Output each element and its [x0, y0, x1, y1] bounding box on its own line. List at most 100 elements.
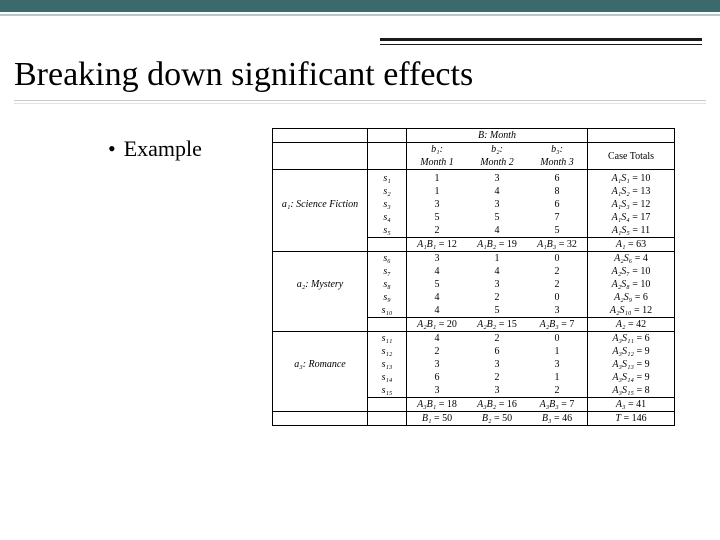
v: 0: [527, 252, 588, 266]
v: 4: [407, 265, 468, 278]
s14: s₁₄: [368, 371, 407, 384]
v: 6: [527, 172, 588, 185]
v: 1: [407, 172, 468, 185]
a1-label: a₁: Science Fiction: [273, 172, 368, 238]
cell-sum: A₁B₂ = 19: [467, 238, 527, 252]
v: 0: [527, 291, 588, 304]
data-table: B: Month b₁: b₂: b₃: Case Totals Month 1…: [272, 128, 675, 426]
v: 3: [407, 252, 468, 266]
row-total: A₂S₆ = 4: [588, 252, 675, 266]
cell-sum: A₂B₃ = 7: [527, 318, 588, 332]
row-total: A₁S₂ = 13: [588, 185, 675, 198]
v: 4: [407, 291, 468, 304]
b3-bottom: Month 3: [527, 156, 588, 170]
v: 2: [527, 384, 588, 398]
case-totals-header: Case Totals: [588, 143, 675, 170]
bullet-example: • Example: [108, 136, 202, 162]
v: 3: [467, 278, 527, 291]
v: 2: [467, 291, 527, 304]
v: 2: [467, 371, 527, 384]
cell-sum: A₁B₃ = 32: [527, 238, 588, 252]
v: 5: [467, 211, 527, 224]
row-total: A₁S₄ = 17: [588, 211, 675, 224]
s13: s₁₃: [368, 358, 407, 371]
row-total: A₁S₃ = 12: [588, 198, 675, 211]
v: 4: [407, 332, 468, 346]
divider-top-thin: [380, 44, 702, 45]
v: 2: [527, 278, 588, 291]
s8: s₈: [368, 278, 407, 291]
v: 3: [467, 358, 527, 371]
b1-bottom: Month 1: [407, 156, 468, 170]
b3-top: b₃:: [527, 143, 588, 157]
s6: s₆: [368, 252, 407, 266]
col-sum: B₂ = 50: [467, 412, 527, 426]
row-total: A₃S₁₂ = 9: [588, 345, 675, 358]
v: 1: [407, 185, 468, 198]
v: 8: [527, 185, 588, 198]
divider-top-heavy: [380, 38, 702, 41]
s5: s₅: [368, 224, 407, 238]
v: 4: [467, 185, 527, 198]
b2-top: b₂:: [467, 143, 527, 157]
s9: s₉: [368, 291, 407, 304]
v: 7: [527, 211, 588, 224]
cell-sum: A₂B₁ = 20: [407, 318, 468, 332]
col-sum: B₁ = 50: [407, 412, 468, 426]
row-total: A₂S₉ = 6: [588, 291, 675, 304]
row-total: A₃S₁₄ = 9: [588, 371, 675, 384]
row-total: A₂S₁₀ = 12: [588, 304, 675, 318]
bullet-text: Example: [124, 136, 202, 161]
v: 1: [467, 252, 527, 266]
row-total: A₃S₁₃ = 9: [588, 358, 675, 371]
v: 4: [407, 304, 468, 318]
v: 3: [407, 358, 468, 371]
title-underline-light: [14, 103, 706, 104]
v: 3: [407, 198, 468, 211]
s2: s₂: [368, 185, 407, 198]
bullet-dot: •: [108, 136, 116, 161]
cell-sum: A₃B₂ = 16: [467, 398, 527, 412]
s1: s₁: [368, 172, 407, 185]
b2-bottom: Month 2: [467, 156, 527, 170]
factor-b-title: B: Month: [407, 129, 588, 143]
group-total: A₁ = 63: [588, 238, 675, 252]
cell-sum: A₁B₁ = 12: [407, 238, 468, 252]
s10: s₁₀: [368, 304, 407, 318]
v: 2: [467, 332, 527, 346]
cell-sum: A₂B₂ = 15: [467, 318, 527, 332]
cell-sum: A₃B₃ = 7: [527, 398, 588, 412]
s3: s₃: [368, 198, 407, 211]
group-total: A₂ = 42: [588, 318, 675, 332]
a2-label: a₂: Mystery: [273, 252, 368, 318]
v: 3: [467, 384, 527, 398]
v: 3: [527, 358, 588, 371]
v: 1: [527, 371, 588, 384]
v: 4: [467, 224, 527, 238]
row-total: A₁S₁ = 10: [588, 172, 675, 185]
s15: s₁₅: [368, 384, 407, 398]
s7: s₇: [368, 265, 407, 278]
v: 5: [527, 224, 588, 238]
v: 3: [467, 198, 527, 211]
v: 2: [527, 265, 588, 278]
v: 4: [467, 265, 527, 278]
row-total: A₃S₁₅ = 8: [588, 384, 675, 398]
v: 6: [407, 371, 468, 384]
row-total: A₂S₈ = 10: [588, 278, 675, 291]
v: 3: [467, 172, 527, 185]
grand-total: T = 146: [588, 412, 675, 426]
v: 3: [407, 384, 468, 398]
s12: s₁₂: [368, 345, 407, 358]
a3-label: a₃: Romance: [273, 332, 368, 398]
s11: s₁₁: [368, 332, 407, 346]
v: 6: [467, 345, 527, 358]
col-sum: B₃ = 46: [527, 412, 588, 426]
b1-top: b₁:: [407, 143, 468, 157]
title-underline: [14, 100, 706, 101]
v: 5: [407, 211, 468, 224]
v: 1: [527, 345, 588, 358]
v: 2: [407, 345, 468, 358]
cell-sum: A₃B₁ = 18: [407, 398, 468, 412]
slide-title: Breaking down significant effects: [14, 56, 473, 94]
